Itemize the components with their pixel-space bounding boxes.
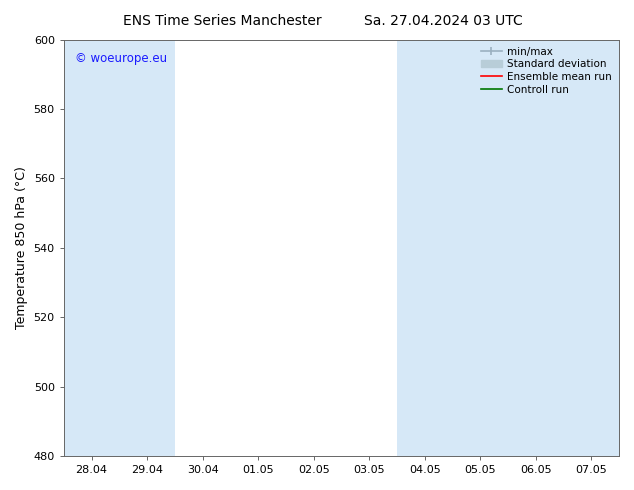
Bar: [397, 40, 453, 456]
Text: © woeurope.eu: © woeurope.eu: [75, 52, 167, 65]
Bar: [119, 40, 175, 456]
Bar: [508, 40, 564, 456]
Y-axis label: Temperature 850 hPa (°C): Temperature 850 hPa (°C): [15, 166, 28, 329]
Text: ENS Time Series Manchester: ENS Time Series Manchester: [122, 14, 321, 28]
Bar: [453, 40, 508, 456]
Legend: min/max, Standard deviation, Ensemble mean run, Controll run: min/max, Standard deviation, Ensemble me…: [479, 45, 614, 97]
Text: Sa. 27.04.2024 03 UTC: Sa. 27.04.2024 03 UTC: [365, 14, 523, 28]
Bar: [564, 40, 619, 456]
Bar: [64, 40, 119, 456]
